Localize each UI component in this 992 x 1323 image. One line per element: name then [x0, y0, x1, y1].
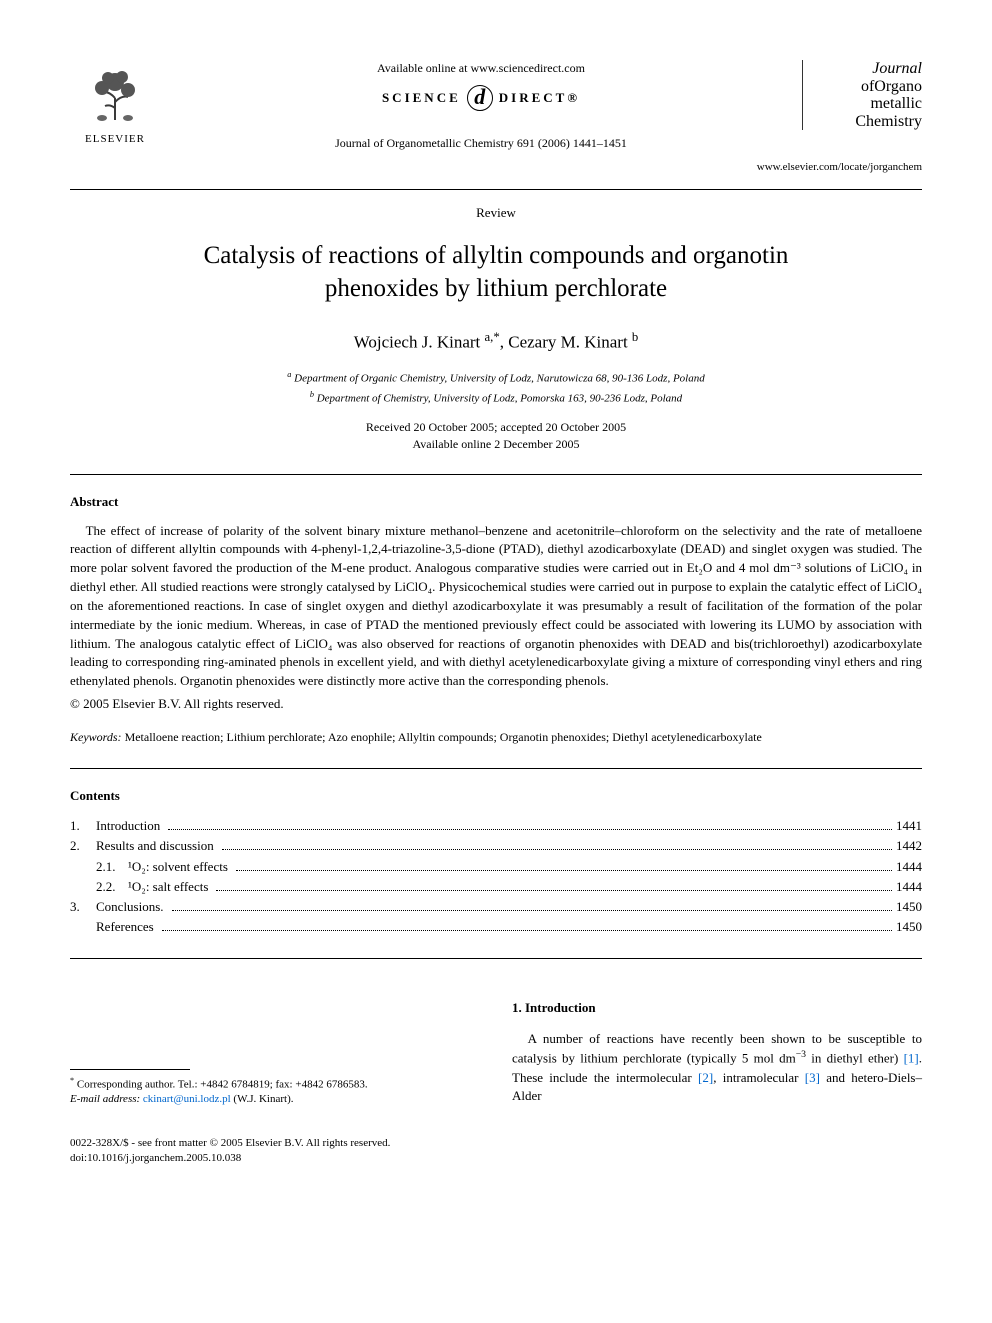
toc-page: 1444 — [896, 858, 922, 876]
footer-line2: doi:10.1016/j.jorganchem.2005.10.038 — [70, 1151, 922, 1165]
title-line1: Catalysis of reactions of allyltin compo… — [204, 242, 789, 269]
authors: Wojciech J. Kinart a,*, Cezary M. Kinart… — [70, 329, 922, 354]
toc-row[interactable]: 1. Introduction 1441 — [70, 817, 922, 835]
journal-url[interactable]: www.elsevier.com/locate/jorganchem — [70, 160, 922, 175]
contents-heading: Contents — [70, 787, 922, 805]
copyright-line: © 2005 Elsevier B.V. All rights reserved… — [70, 695, 922, 713]
header-row: ELSEVIER Available online at www.science… — [70, 60, 922, 152]
footnote-email-who: (W.J. Kinart). — [233, 1093, 293, 1105]
citation-3[interactable]: [3] — [805, 1070, 820, 1085]
affil-b-text: Department of Chemistry, University of L… — [317, 392, 682, 404]
corresponding-author-footnote: * Corresponding author. Tel.: +4842 6784… — [70, 1076, 480, 1106]
science-direct-logo: SCIENCE d DIRECT® — [382, 85, 580, 111]
toc-page: 1450 — [896, 918, 922, 936]
journal-logo-line4: Chemistry — [811, 113, 922, 131]
title-line2: phenoxides by lithium perchlorate — [325, 275, 667, 302]
citation-2[interactable]: [2] — [698, 1070, 713, 1085]
sd-left: SCIENCE — [382, 89, 461, 107]
toc-dots — [168, 829, 892, 830]
toc-dots — [172, 910, 892, 911]
left-column: * Corresponding author. Tel.: +4842 6784… — [70, 999, 480, 1106]
date-received: Received 20 October 2005; accepted 20 Oc… — [70, 419, 922, 436]
contents-bottom-rule — [70, 958, 922, 959]
header-rule — [70, 189, 922, 190]
affil-a-sup: a — [287, 370, 291, 379]
toc-page: 1450 — [896, 898, 922, 916]
table-of-contents: 1. Introduction 1441 2. Results and disc… — [70, 817, 922, 936]
keywords-bottom-rule — [70, 768, 922, 769]
toc-dots — [216, 890, 892, 891]
article-type: Review — [70, 204, 922, 222]
sd-right: DIRECT® — [499, 89, 580, 107]
toc-dots — [162, 930, 892, 931]
toc-label: References — [96, 918, 158, 936]
author-2: Cezary M. Kinart — [508, 333, 627, 352]
author-1: Wojciech J. Kinart — [354, 333, 481, 352]
toc-row[interactable]: References 1450 — [70, 918, 922, 936]
journal-logo: Journal ofOrgano metallic Chemistry — [802, 60, 922, 130]
intro-paragraph: A number of reactions have recently been… — [512, 1030, 922, 1107]
elsevier-label: ELSEVIER — [85, 132, 145, 147]
toc-label: Introduction — [96, 817, 164, 835]
footnote-email-label: E-mail address: — [70, 1093, 140, 1105]
right-column: 1. Introduction A number of reactions ha… — [512, 999, 922, 1106]
toc-page: 1442 — [896, 837, 922, 855]
author-1-sup: a,* — [485, 330, 500, 344]
toc-num: 2. — [70, 837, 96, 855]
journal-logo-line3: metallic — [811, 95, 922, 113]
toc-row[interactable]: 2.1. ¹O₂: solvent effects 1444 — [70, 858, 922, 876]
toc-page: 1444 — [896, 878, 922, 896]
two-column-body: * Corresponding author. Tel.: +4842 6784… — [70, 999, 922, 1106]
toc-row[interactable]: 3. Conclusions. 1450 — [70, 898, 922, 916]
journal-reference: Journal of Organometallic Chemistry 691 … — [180, 135, 782, 152]
toc-label: ¹O₂: solvent effects — [128, 858, 232, 876]
author-2-sup: b — [632, 330, 638, 344]
abstract-text: The effect of increase of polarity of th… — [70, 522, 922, 692]
affil-b-sup: b — [310, 390, 314, 399]
footer-line1: 0022-328X/$ - see front matter © 2005 El… — [70, 1136, 922, 1150]
citation-1[interactable]: [1] — [904, 1051, 919, 1066]
affiliation-a: a Department of Organic Chemistry, Unive… — [70, 369, 922, 387]
toc-row[interactable]: 2. Results and discussion 1442 — [70, 837, 922, 855]
footnote-corr: Corresponding author. Tel.: +4842 678481… — [77, 1079, 368, 1091]
keywords: Keywords: Metalloene reaction; Lithium p… — [70, 729, 922, 746]
elsevier-logo: ELSEVIER — [70, 60, 160, 147]
elsevier-tree-icon — [80, 60, 150, 130]
article-title: Catalysis of reactions of allyltin compo… — [70, 240, 922, 305]
toc-dots — [236, 870, 892, 871]
journal-logo-line1: Journal — [811, 60, 922, 78]
affil-a-text: Department of Organic Chemistry, Univers… — [294, 372, 705, 384]
sd-at-icon: d — [467, 85, 493, 111]
introduction-heading: 1. Introduction — [512, 999, 922, 1017]
abstract-heading: Abstract — [70, 493, 922, 511]
available-online-text: Available online at www.sciencedirect.co… — [180, 60, 782, 77]
header-center: Available online at www.sciencedirect.co… — [160, 60, 802, 152]
introduction-text: A number of reactions have recently been… — [512, 1030, 922, 1107]
toc-num: 1. — [70, 817, 96, 835]
abstract-paragraph: The effect of increase of polarity of th… — [70, 522, 922, 692]
footnote-separator — [70, 1069, 190, 1070]
abstract-top-rule — [70, 474, 922, 475]
toc-page: 1441 — [896, 817, 922, 835]
keywords-label: Keywords: — [70, 730, 122, 744]
affiliation-b: b Department of Chemistry, University of… — [70, 389, 922, 407]
journal-logo-line2: ofOrgano — [811, 78, 922, 96]
footer: 0022-328X/$ - see front matter © 2005 El… — [70, 1136, 922, 1165]
footnote-email[interactable]: ckinart@uni.lodz.pl — [143, 1093, 231, 1105]
toc-label: Results and discussion — [96, 837, 218, 855]
toc-row[interactable]: 2.2. ¹O₂: salt effects 1444 — [70, 878, 922, 896]
keywords-text: Metalloene reaction; Lithium perchlorate… — [125, 730, 762, 744]
toc-num: 3. — [70, 898, 96, 916]
date-available: Available online 2 December 2005 — [70, 436, 922, 453]
toc-label: Conclusions. — [96, 898, 168, 916]
toc-num: 2.2. — [70, 878, 128, 896]
toc-label: ¹O₂: salt effects — [128, 878, 212, 896]
toc-dots — [222, 849, 892, 850]
toc-num: 2.1. — [70, 858, 128, 876]
